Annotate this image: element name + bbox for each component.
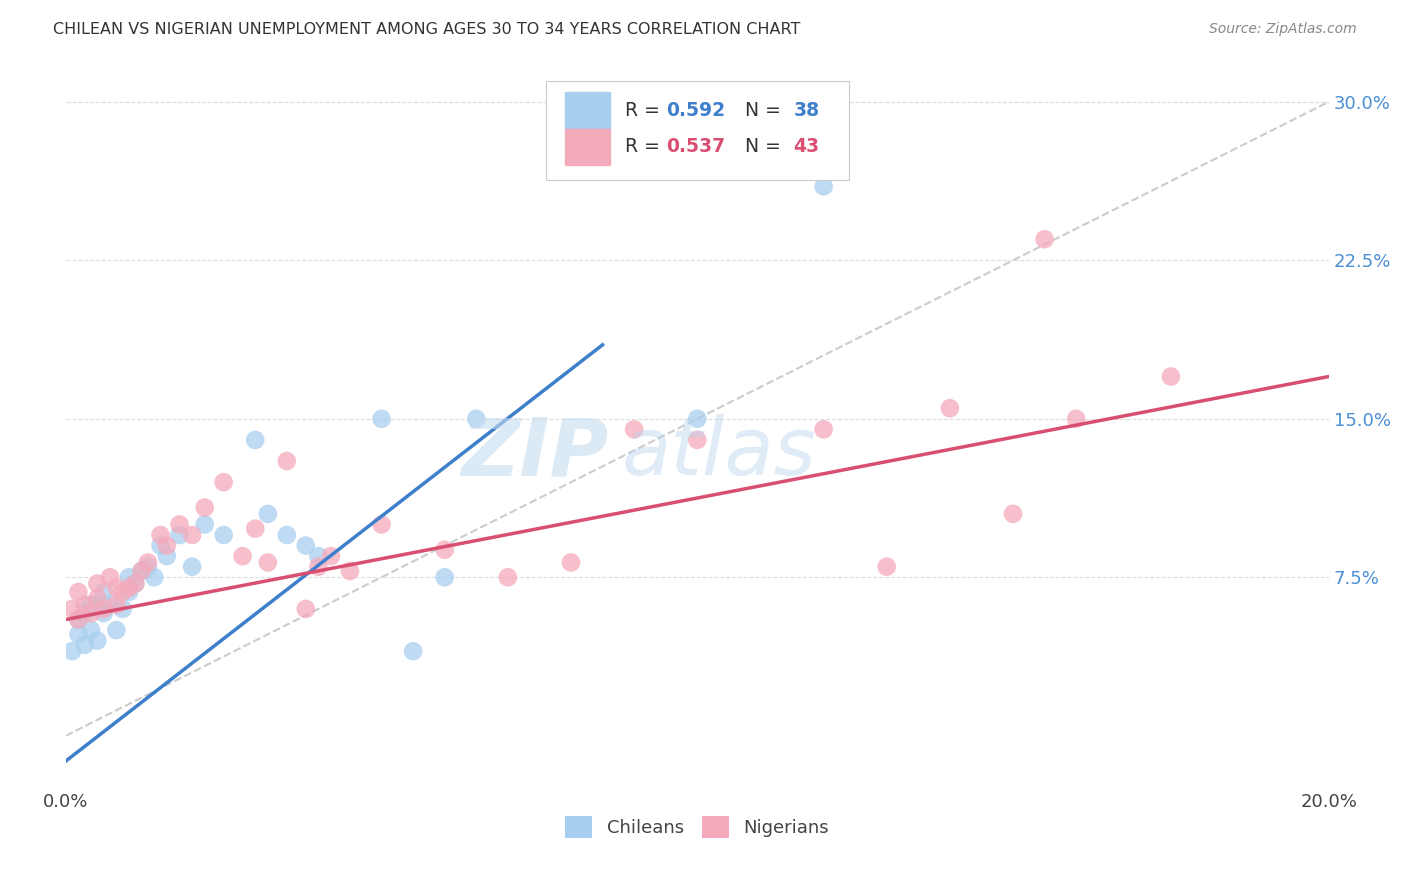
Point xyxy=(257,556,280,570)
Text: 0.592: 0.592 xyxy=(665,101,725,120)
Point xyxy=(93,606,115,620)
Point xyxy=(194,517,217,532)
Point xyxy=(86,633,108,648)
Text: ZIP: ZIP xyxy=(461,414,609,492)
Point xyxy=(136,556,159,570)
Point xyxy=(156,549,179,563)
Point xyxy=(111,585,134,599)
Point xyxy=(623,158,645,172)
Text: R =: R = xyxy=(626,137,666,156)
Point xyxy=(212,475,235,490)
Point xyxy=(433,570,456,584)
Point xyxy=(245,522,267,536)
Point xyxy=(813,422,835,436)
Point xyxy=(93,602,115,616)
Point xyxy=(257,507,280,521)
Point xyxy=(1160,369,1182,384)
Point xyxy=(93,585,115,599)
Point xyxy=(67,613,90,627)
Text: N =: N = xyxy=(733,101,786,120)
Point xyxy=(80,606,103,620)
Point xyxy=(118,581,141,595)
Point xyxy=(67,627,90,641)
FancyBboxPatch shape xyxy=(565,93,610,128)
Point xyxy=(156,539,179,553)
Text: 38: 38 xyxy=(793,101,820,120)
Point xyxy=(339,564,361,578)
FancyBboxPatch shape xyxy=(565,128,610,164)
Point xyxy=(939,401,962,416)
Point xyxy=(813,179,835,194)
Point xyxy=(86,576,108,591)
Point xyxy=(686,433,709,447)
Point xyxy=(149,539,172,553)
Point xyxy=(370,411,392,425)
Point xyxy=(124,576,146,591)
Point xyxy=(73,638,96,652)
Point xyxy=(136,559,159,574)
Text: CHILEAN VS NIGERIAN UNEMPLOYMENT AMONG AGES 30 TO 34 YEARS CORRELATION CHART: CHILEAN VS NIGERIAN UNEMPLOYMENT AMONG A… xyxy=(53,22,801,37)
Point xyxy=(105,598,128,612)
Text: 0.537: 0.537 xyxy=(665,137,725,156)
Point xyxy=(60,644,83,658)
Point xyxy=(194,500,217,515)
Point xyxy=(67,585,90,599)
Text: atlas: atlas xyxy=(621,414,817,492)
Point xyxy=(307,549,329,563)
Point xyxy=(276,528,298,542)
Point xyxy=(433,542,456,557)
Point xyxy=(876,559,898,574)
Text: N =: N = xyxy=(733,137,786,156)
Point xyxy=(294,602,316,616)
Text: Source: ZipAtlas.com: Source: ZipAtlas.com xyxy=(1209,22,1357,37)
Legend: Chileans, Nigerians: Chileans, Nigerians xyxy=(558,809,837,845)
Point xyxy=(67,613,90,627)
Point xyxy=(370,517,392,532)
Point xyxy=(686,411,709,425)
Point xyxy=(73,598,96,612)
Point xyxy=(86,598,108,612)
Point xyxy=(105,581,128,595)
Point xyxy=(402,644,425,658)
Point xyxy=(1033,232,1056,246)
Point xyxy=(111,602,134,616)
Point xyxy=(98,598,121,612)
Point xyxy=(149,528,172,542)
Point xyxy=(212,528,235,542)
Point xyxy=(232,549,254,563)
Point xyxy=(465,411,488,425)
Point xyxy=(181,559,204,574)
Point xyxy=(169,528,191,542)
Point xyxy=(560,556,582,570)
Point xyxy=(276,454,298,468)
Point xyxy=(181,528,204,542)
Point xyxy=(1064,411,1087,425)
Point xyxy=(169,517,191,532)
Point xyxy=(118,585,141,599)
Point xyxy=(131,564,153,578)
Point xyxy=(1002,507,1025,521)
Text: 43: 43 xyxy=(793,137,820,156)
Point xyxy=(623,422,645,436)
Point xyxy=(80,623,103,637)
Point xyxy=(245,433,267,447)
Point xyxy=(131,564,153,578)
Point xyxy=(80,598,103,612)
Point xyxy=(124,576,146,591)
Point xyxy=(86,591,108,606)
Point xyxy=(307,559,329,574)
Point xyxy=(496,570,519,584)
Point xyxy=(143,570,166,584)
Point xyxy=(294,539,316,553)
Point xyxy=(98,570,121,584)
Point xyxy=(118,570,141,584)
Point xyxy=(73,606,96,620)
Text: R =: R = xyxy=(626,101,666,120)
Point xyxy=(319,549,342,563)
Point xyxy=(60,602,83,616)
FancyBboxPatch shape xyxy=(546,81,849,180)
Point xyxy=(105,623,128,637)
